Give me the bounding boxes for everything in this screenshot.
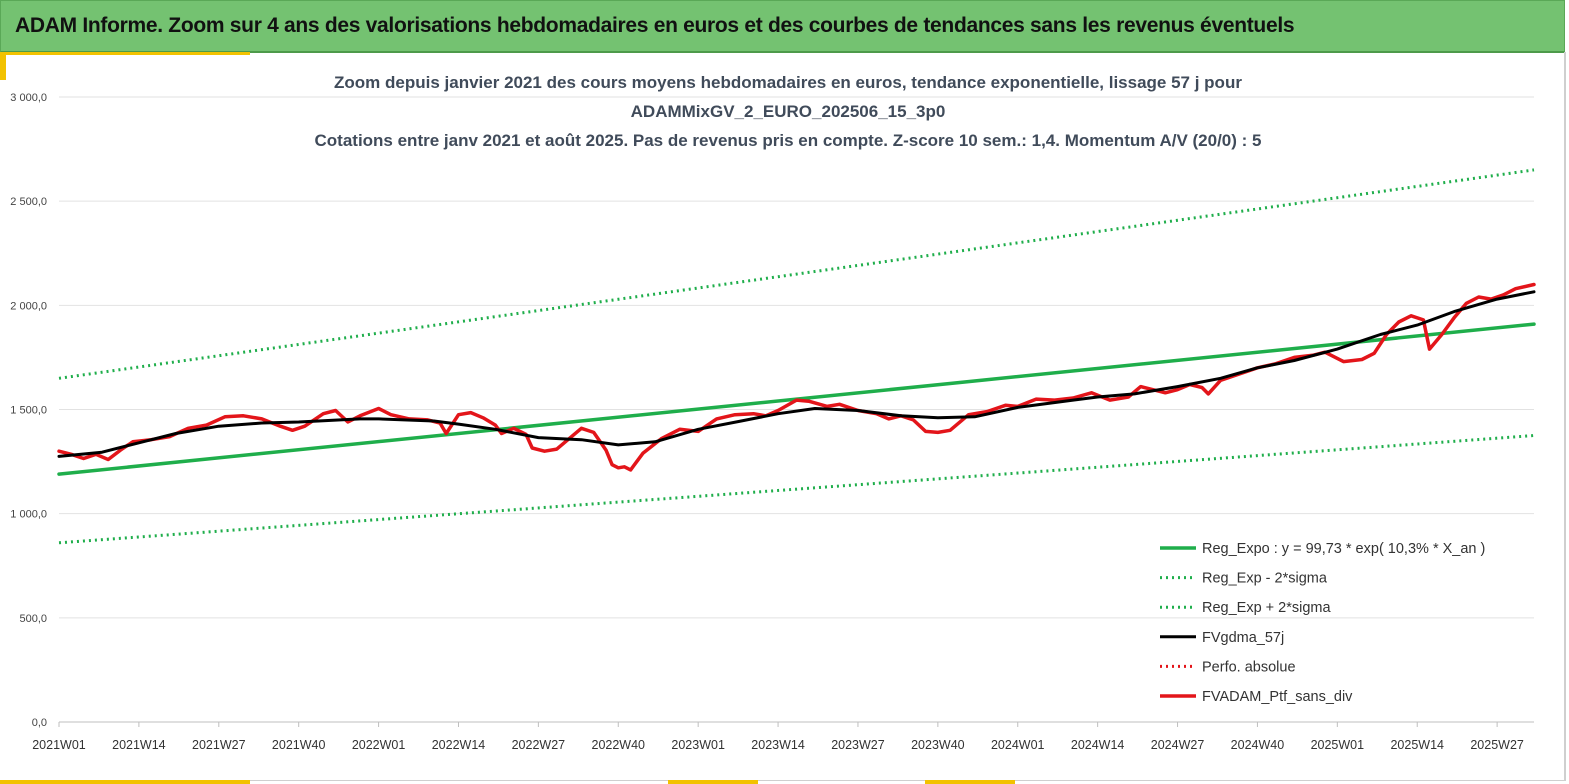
accent-stripe-bottom-2	[668, 780, 758, 784]
y-tick-label: 500,0	[19, 613, 47, 625]
y-tick-label: 0,0	[32, 717, 47, 729]
x-tick-label: 2021W40	[272, 738, 326, 752]
y-tick-label: 1 500,0	[10, 405, 47, 417]
series-line-reg-exp-2-sigma	[58, 168, 1535, 380]
series-line-fvadam-ptf-sans-div	[57, 282, 1536, 472]
series-line-reg-exp-2-sigma	[58, 434, 1535, 545]
x-tick-label: 2022W14	[432, 738, 486, 752]
legend-label: Perfo. absolue	[1202, 659, 1296, 675]
x-tick-label: 2024W14	[1071, 738, 1125, 752]
x-tick-label: 2023W14	[751, 738, 805, 752]
y-axis: 0,0 500,0 1 000,0 1 500,0 2 000,0 2 500,0 3 00…	[10, 92, 47, 729]
legend-label: FVADAM_Ptf_sans_div	[1202, 689, 1353, 705]
x-tick-label: 2025W01	[1311, 738, 1365, 752]
x-tick-label: 2023W01	[671, 738, 725, 752]
x-tick-label: 2023W40	[911, 738, 965, 752]
chart-frame	[0, 52, 1566, 781]
legend: Reg_Expo : y = 99,73 * exp( 10,3% * X_an…	[1160, 541, 1485, 705]
y-tick-label: 2 500,0	[10, 196, 47, 208]
legend-label: Reg_Exp - 2*sigma	[1202, 571, 1328, 587]
page-title: ADAM Informe. Zoom sur 4 ans des valoris…	[15, 14, 1295, 37]
x-tick-label: 2025W27	[1470, 738, 1524, 752]
y-tick-label: 1 000,0	[10, 509, 47, 521]
chart-title: Zoom depuis janvier 2021 des cours moyen…	[315, 73, 1262, 150]
accent-stripe-bottom	[0, 780, 250, 784]
x-tick-label: 2021W27	[192, 738, 246, 752]
accent-stripe-left	[0, 52, 6, 80]
x-tick-label: 2021W01	[32, 738, 86, 752]
legend-label: Reg_Exp + 2*sigma	[1202, 600, 1331, 616]
y-tick-label: 3 000,0	[10, 92, 47, 104]
x-tick-label: 2021W14	[112, 738, 166, 752]
grid	[59, 96, 1534, 723]
x-tick-label: 2024W01	[991, 738, 1045, 752]
x-tick-label: 2025W14	[1390, 738, 1444, 752]
chart-title-line-3: Cotations entre janv 2021 et août 2025. …	[315, 131, 1262, 150]
x-tick-label: 2023W27	[831, 738, 885, 752]
legend-label: Reg_Expo : y = 99,73 * exp( 10,3% * X_an…	[1202, 541, 1485, 557]
accent-stripe-top	[0, 52, 250, 55]
series-line-fvgdma-57j	[57, 290, 1536, 458]
y-tick-label: 2 000,0	[10, 300, 47, 312]
series	[57, 168, 1536, 545]
x-tick-label: 2022W27	[512, 738, 566, 752]
x-tick-label: 2024W40	[1231, 738, 1285, 752]
accent-stripe-bottom-3	[925, 780, 1015, 784]
legend-label: FVgdma_57j	[1202, 630, 1284, 646]
x-tick-label: 2022W40	[592, 738, 646, 752]
x-tick-label: 2024W27	[1151, 738, 1205, 752]
header-bar: ADAM Informe. Zoom sur 4 ans des valoris…	[0, 0, 1565, 53]
x-tick-label: 2022W01	[352, 738, 406, 752]
chart-title-line-1: Zoom depuis janvier 2021 des cours moyen…	[334, 73, 1242, 92]
x-axis: 2021W01 2021W14 2021W27 2021W40 2022W01 2022W…	[32, 722, 1524, 752]
chart-title-line-2: ADAMMixGV_2_EURO_202506_15_3p0	[631, 102, 946, 121]
